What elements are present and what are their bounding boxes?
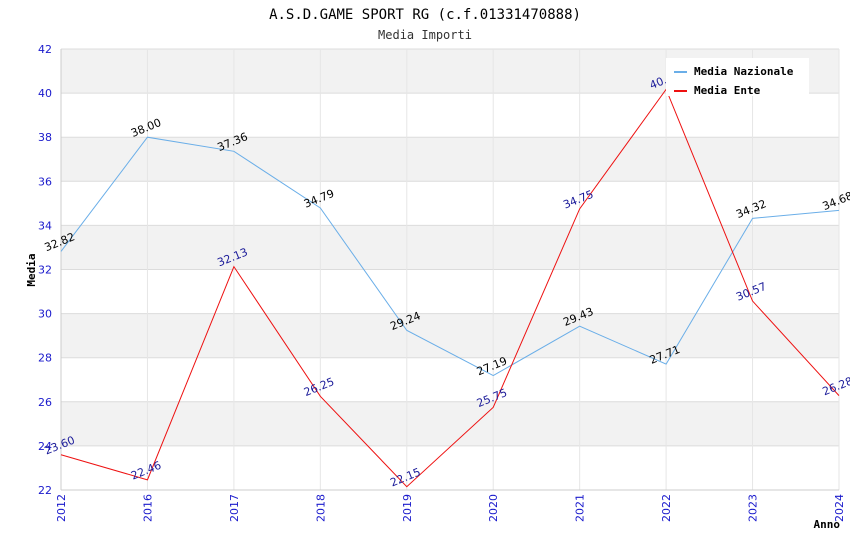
y-tick-label: 28 (38, 352, 52, 365)
x-tick-label: 2022 (660, 494, 673, 522)
legend: Media Nazionale Media Ente (666, 58, 809, 97)
legend-entry: Media Ente (694, 84, 761, 97)
legend-entry: Media Nazionale (694, 65, 794, 78)
y-tick-label: 24 (38, 440, 52, 453)
y-tick-label: 42 (38, 43, 52, 56)
x-tick-label: 2019 (401, 494, 414, 522)
x-tick-label: 2018 (314, 494, 327, 522)
y-axis-label: Media (25, 253, 38, 286)
x-axis-label: Anno (814, 518, 841, 531)
plot-background (61, 49, 839, 490)
y-tick-label: 22 (38, 484, 52, 497)
axes (60, 49, 839, 491)
x-tick-label: 2024 (833, 494, 846, 522)
y-tick-label: 26 (38, 396, 52, 409)
y-tick-label: 34 (38, 219, 52, 232)
x-tick-label: 2017 (228, 494, 241, 522)
series-line-media-nazionale (60, 136, 840, 377)
grid-band (61, 137, 839, 182)
chart-subtitle: Media Importi (378, 28, 472, 42)
y-tick-label: 32 (38, 264, 52, 277)
x-tick-label: 2023 (747, 494, 760, 522)
grid-band (61, 445, 839, 490)
y-tick-label: 30 (38, 308, 52, 321)
y-axis-ticks: 22 24 26 28 30 32 34 36 38 40 42 (38, 43, 52, 497)
series-lines (60, 88, 840, 488)
chart-title: A.S.D.GAME SPORT RG (c.f.01331470888) (269, 7, 581, 23)
x-tick-label: 2016 (141, 494, 154, 522)
grid-band (61, 357, 839, 402)
legend-box (666, 58, 809, 96)
series-line-media-ente (60, 88, 840, 488)
grid-band (61, 225, 839, 270)
x-axis-ticks: 2012 2016 2017 2018 2019 2020 2021 2022 2023 2024 (55, 494, 846, 522)
x-tick-label: 2020 (487, 494, 500, 522)
grid-band (61, 401, 839, 446)
grid-band (61, 93, 839, 138)
grid-band (61, 181, 839, 226)
y-tick-label: 36 (38, 175, 52, 188)
grid-band (61, 313, 839, 358)
y-tick-label: 38 (38, 131, 52, 144)
x-tick-label: 2012 (55, 494, 68, 522)
grid-band (61, 269, 839, 314)
x-tick-label: 2021 (574, 494, 587, 522)
y-tick-label: 40 (38, 87, 52, 100)
